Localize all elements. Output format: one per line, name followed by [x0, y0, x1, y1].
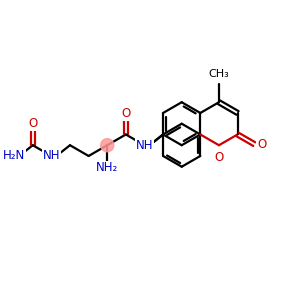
Text: CH₃: CH₃: [208, 70, 229, 80]
Text: O: O: [121, 107, 130, 120]
Text: NH₂: NH₂: [96, 161, 118, 175]
Circle shape: [101, 139, 114, 152]
Text: O: O: [28, 118, 38, 130]
Text: O: O: [257, 138, 267, 151]
Text: O: O: [214, 151, 224, 164]
Text: NH: NH: [43, 149, 60, 163]
Text: NH: NH: [136, 139, 153, 152]
Text: H₂N: H₂N: [3, 149, 25, 163]
